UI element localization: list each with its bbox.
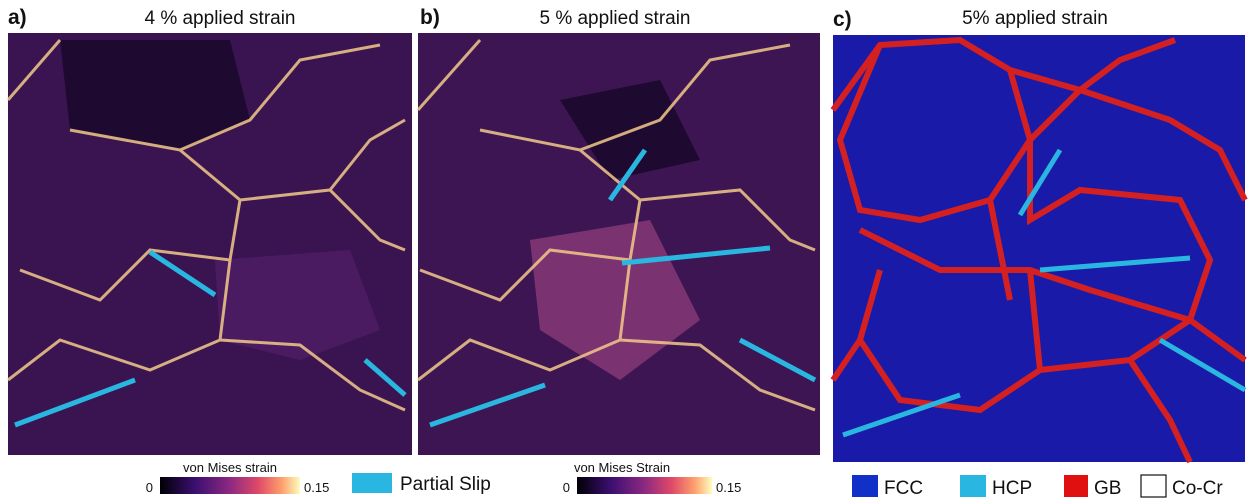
panel-title: 5 % applied strain bbox=[539, 8, 690, 29]
legend-label: Partial Slip bbox=[400, 474, 491, 495]
colorbar bbox=[160, 477, 300, 494]
panel-label: c) bbox=[833, 8, 852, 31]
legend-swatch bbox=[1064, 475, 1088, 497]
colorbar-tick: 0 bbox=[563, 480, 570, 495]
colorbar-tick: 0 bbox=[146, 480, 153, 495]
legend-swatch bbox=[852, 475, 878, 497]
legend-swatch bbox=[1140, 474, 1167, 498]
panel-c-image bbox=[830, 35, 1248, 464]
panel-title: 5% applied strain bbox=[962, 8, 1108, 29]
colorbar-tick: 0.15 bbox=[304, 480, 329, 495]
colorbar-tick: 0.15 bbox=[716, 480, 741, 495]
panel-label: b) bbox=[420, 6, 440, 29]
legend-swatch bbox=[960, 475, 986, 497]
panel-b-image bbox=[416, 33, 820, 455]
panel-title: 4 % applied strain bbox=[144, 8, 295, 29]
legend-label: GB bbox=[1094, 478, 1121, 498]
colorbar-label: von Mises strain bbox=[183, 460, 277, 475]
panel-a-image bbox=[6, 33, 412, 455]
colorbar-label: von Mises Strain bbox=[574, 460, 670, 475]
legend-label: HCP bbox=[992, 478, 1032, 498]
legend-swatch bbox=[352, 473, 392, 493]
legend-label: FCC bbox=[884, 478, 923, 498]
colorbar bbox=[577, 477, 712, 494]
panel-label: a) bbox=[8, 6, 27, 29]
legend-label: Co-Cr bbox=[1172, 478, 1223, 498]
